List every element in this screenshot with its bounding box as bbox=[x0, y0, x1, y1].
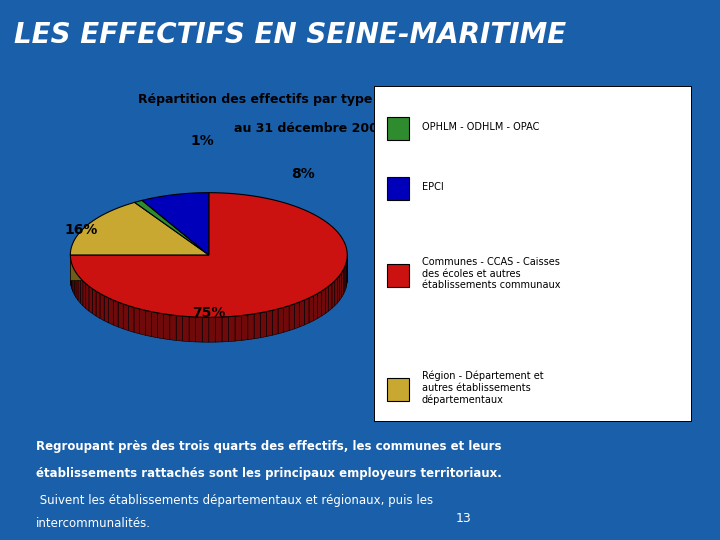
Polygon shape bbox=[260, 312, 266, 338]
Text: EPCI: EPCI bbox=[422, 182, 444, 192]
Polygon shape bbox=[235, 315, 241, 341]
Polygon shape bbox=[318, 291, 322, 319]
Polygon shape bbox=[73, 267, 74, 295]
Text: 16%: 16% bbox=[65, 224, 98, 237]
Polygon shape bbox=[222, 316, 228, 342]
Polygon shape bbox=[71, 255, 209, 280]
Polygon shape bbox=[338, 275, 340, 303]
Polygon shape bbox=[113, 300, 118, 327]
Text: 75%: 75% bbox=[192, 306, 225, 320]
Polygon shape bbox=[343, 267, 345, 295]
Polygon shape bbox=[272, 309, 278, 335]
Polygon shape bbox=[134, 307, 140, 334]
Polygon shape bbox=[332, 281, 335, 308]
Text: LES EFFECTIFS EN SEINE-MARITIME: LES EFFECTIFS EN SEINE-MARITIME bbox=[14, 21, 567, 49]
Polygon shape bbox=[86, 284, 89, 311]
Text: 13: 13 bbox=[455, 512, 471, 525]
Polygon shape bbox=[71, 202, 209, 255]
FancyBboxPatch shape bbox=[387, 264, 409, 287]
Polygon shape bbox=[215, 317, 222, 342]
Polygon shape bbox=[196, 317, 202, 342]
Polygon shape bbox=[183, 316, 189, 342]
Polygon shape bbox=[74, 269, 76, 298]
Polygon shape bbox=[140, 309, 145, 335]
Polygon shape bbox=[294, 302, 300, 329]
Text: établissements rattachés sont les principaux employeurs territoriaux.: établissements rattachés sont les princi… bbox=[35, 467, 501, 480]
Polygon shape bbox=[305, 298, 309, 325]
Polygon shape bbox=[100, 294, 104, 321]
Polygon shape bbox=[300, 300, 305, 327]
Polygon shape bbox=[342, 269, 343, 298]
Polygon shape bbox=[92, 289, 96, 316]
Polygon shape bbox=[76, 273, 78, 300]
Polygon shape bbox=[109, 298, 113, 325]
Polygon shape bbox=[104, 296, 109, 323]
Polygon shape bbox=[340, 273, 342, 300]
Polygon shape bbox=[345, 264, 346, 292]
Polygon shape bbox=[241, 315, 248, 340]
Polygon shape bbox=[123, 304, 128, 330]
Polygon shape bbox=[335, 278, 338, 306]
Text: Regroupant près des trois quarts des effectifs, les communes et leurs: Regroupant près des trois quarts des eff… bbox=[35, 440, 501, 453]
Polygon shape bbox=[309, 296, 313, 323]
Polygon shape bbox=[158, 313, 163, 339]
Polygon shape bbox=[151, 312, 158, 338]
Polygon shape bbox=[71, 255, 209, 280]
Polygon shape bbox=[80, 278, 83, 306]
Polygon shape bbox=[248, 314, 254, 340]
Polygon shape bbox=[228, 316, 235, 342]
Text: Suivent les établissements départementaux et régionaux, puis les: Suivent les établissements départementau… bbox=[35, 494, 433, 507]
Text: Répartition des effectifs par type de collectivités: Répartition des effectifs par type de co… bbox=[138, 93, 482, 106]
Text: intercommunalités.: intercommunalités. bbox=[35, 517, 150, 530]
Polygon shape bbox=[289, 304, 294, 330]
Text: au 31 décembre 2005: au 31 décembre 2005 bbox=[234, 122, 387, 135]
Polygon shape bbox=[128, 306, 134, 332]
Polygon shape bbox=[284, 306, 289, 332]
Polygon shape bbox=[254, 313, 260, 339]
Polygon shape bbox=[202, 317, 209, 342]
Polygon shape bbox=[145, 310, 151, 336]
Polygon shape bbox=[72, 264, 73, 292]
Polygon shape bbox=[78, 275, 80, 303]
Polygon shape bbox=[322, 289, 325, 316]
Polygon shape bbox=[266, 310, 272, 336]
Polygon shape bbox=[170, 315, 176, 340]
FancyBboxPatch shape bbox=[387, 377, 409, 401]
Polygon shape bbox=[89, 286, 92, 314]
FancyBboxPatch shape bbox=[387, 117, 409, 140]
Text: 8%: 8% bbox=[291, 167, 315, 181]
Polygon shape bbox=[135, 200, 209, 255]
FancyBboxPatch shape bbox=[387, 177, 409, 200]
Polygon shape bbox=[325, 286, 329, 314]
Polygon shape bbox=[71, 261, 72, 289]
Polygon shape bbox=[209, 317, 215, 342]
Polygon shape bbox=[142, 193, 209, 255]
Text: Région - Département et
autres établissements
départementaux: Région - Département et autres établisse… bbox=[422, 370, 544, 405]
Polygon shape bbox=[278, 307, 284, 334]
Polygon shape bbox=[189, 316, 196, 342]
Polygon shape bbox=[313, 294, 318, 321]
Polygon shape bbox=[83, 281, 86, 308]
Polygon shape bbox=[176, 315, 183, 341]
Text: Communes - CCAS - Caisses
des écoles et autres
établissements communaux: Communes - CCAS - Caisses des écoles et … bbox=[422, 257, 560, 291]
Polygon shape bbox=[329, 284, 332, 311]
Text: OPHLM - ODHLM - OPAC: OPHLM - ODHLM - OPAC bbox=[422, 122, 539, 132]
Polygon shape bbox=[118, 302, 123, 329]
Polygon shape bbox=[96, 291, 100, 319]
Polygon shape bbox=[71, 193, 347, 318]
Polygon shape bbox=[163, 314, 170, 340]
Text: 1%: 1% bbox=[190, 133, 214, 147]
